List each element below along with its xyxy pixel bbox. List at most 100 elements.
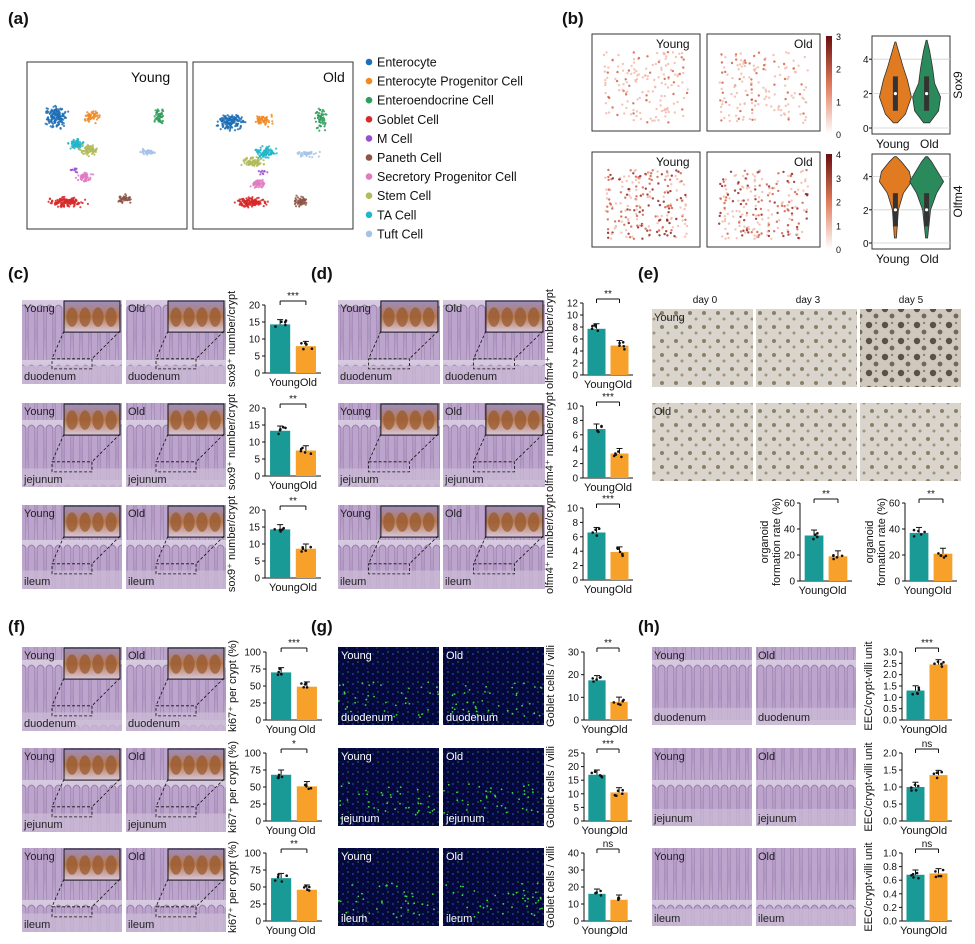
feature-point [666,191,670,194]
data-point [595,534,599,537]
feature-point [796,207,799,210]
data-point [277,670,281,674]
feature-point [606,228,610,231]
organoid-young-2 [860,309,961,387]
umap-point [249,197,252,200]
feature-point [617,84,621,87]
feature-point [724,70,727,74]
feature-point [762,67,765,71]
feature-point [729,170,733,173]
umap-point [318,129,321,132]
feature-point [804,178,807,181]
umap-point [50,114,53,117]
feature-point [604,209,607,213]
feature-point [756,66,760,69]
data-point [940,770,943,774]
x-label-old: Old [934,585,951,597]
feature-point [641,90,644,94]
y-tick-label: 10 [568,900,580,911]
umap-point [76,171,79,174]
umap-point [154,109,157,112]
colorbar-tick: 0 [836,130,841,140]
y-tick-label: 10 [249,438,261,449]
crypt-stain [170,654,182,674]
feature-point [723,201,726,205]
zoom-box [368,461,410,473]
feature-point [744,177,747,180]
fluor-dot [521,882,523,885]
fluor-dot [532,791,534,793]
zoom-line [514,330,544,360]
zoom-line [368,535,382,564]
data-point [612,701,616,704]
umap-point [264,123,267,126]
y-tick-label: 40 [889,525,901,536]
feature-point [656,221,659,225]
fluor-dot [389,794,392,796]
feature-point [684,204,687,207]
fluor-dot [478,785,481,788]
feature-point [768,200,772,203]
feature-point [683,207,686,211]
data-point [303,451,307,454]
umap-point [86,146,89,149]
y-tick-label: 2.0 [883,670,897,681]
y-tick-label: 0 [254,574,260,585]
micrograph-label: Old [128,303,145,315]
data-point [614,453,618,456]
legend-swatch [365,77,373,85]
y-tick-label: 0 [255,917,261,928]
feature-point [624,78,627,81]
data-point [593,770,597,773]
fluor-dot [541,907,543,910]
umap-point [119,195,122,199]
micrograph-region: duodenum [340,371,392,383]
data-point [618,341,621,345]
feature-point [626,100,629,103]
feature-point [732,215,735,218]
zoom-line [195,433,225,463]
feature-point [782,112,786,115]
feature-point [627,175,631,178]
umap-point [301,154,304,157]
umap-point [233,201,236,204]
umap-point [267,121,270,124]
feature-point [625,81,629,84]
umap-point [72,144,75,147]
feature-point [760,232,763,235]
feature-point [613,227,616,230]
feature-point [783,77,787,81]
feature-point [726,73,729,77]
fluor-dot [540,687,543,689]
data-point [621,788,624,792]
zoom-line [473,433,487,462]
crypt-stain [183,410,195,430]
fluor-dot [338,899,340,902]
feature-point [739,59,743,62]
feature-point [632,237,636,240]
umap-point [142,153,146,156]
feature-point [680,199,684,202]
data-point [910,786,913,789]
feature-point [718,222,721,225]
feature-point [619,202,622,205]
feature-point [750,83,753,86]
crypt-stain [209,410,221,430]
feature-point [647,225,651,228]
data-point [276,673,280,677]
feature-point [663,94,666,98]
fluor-dot [361,914,364,917]
bar-young [588,893,606,921]
micrograph-label: Young [24,851,55,863]
umap-point [72,140,75,143]
umap-point [259,158,262,161]
feature-point [739,215,742,218]
fluor-dot [535,891,537,894]
feature-point [627,221,630,225]
feature-point [773,60,776,63]
umap-point [56,110,60,113]
umap-point [124,194,128,197]
fluor-dot [523,715,526,717]
feature-point [646,193,649,196]
